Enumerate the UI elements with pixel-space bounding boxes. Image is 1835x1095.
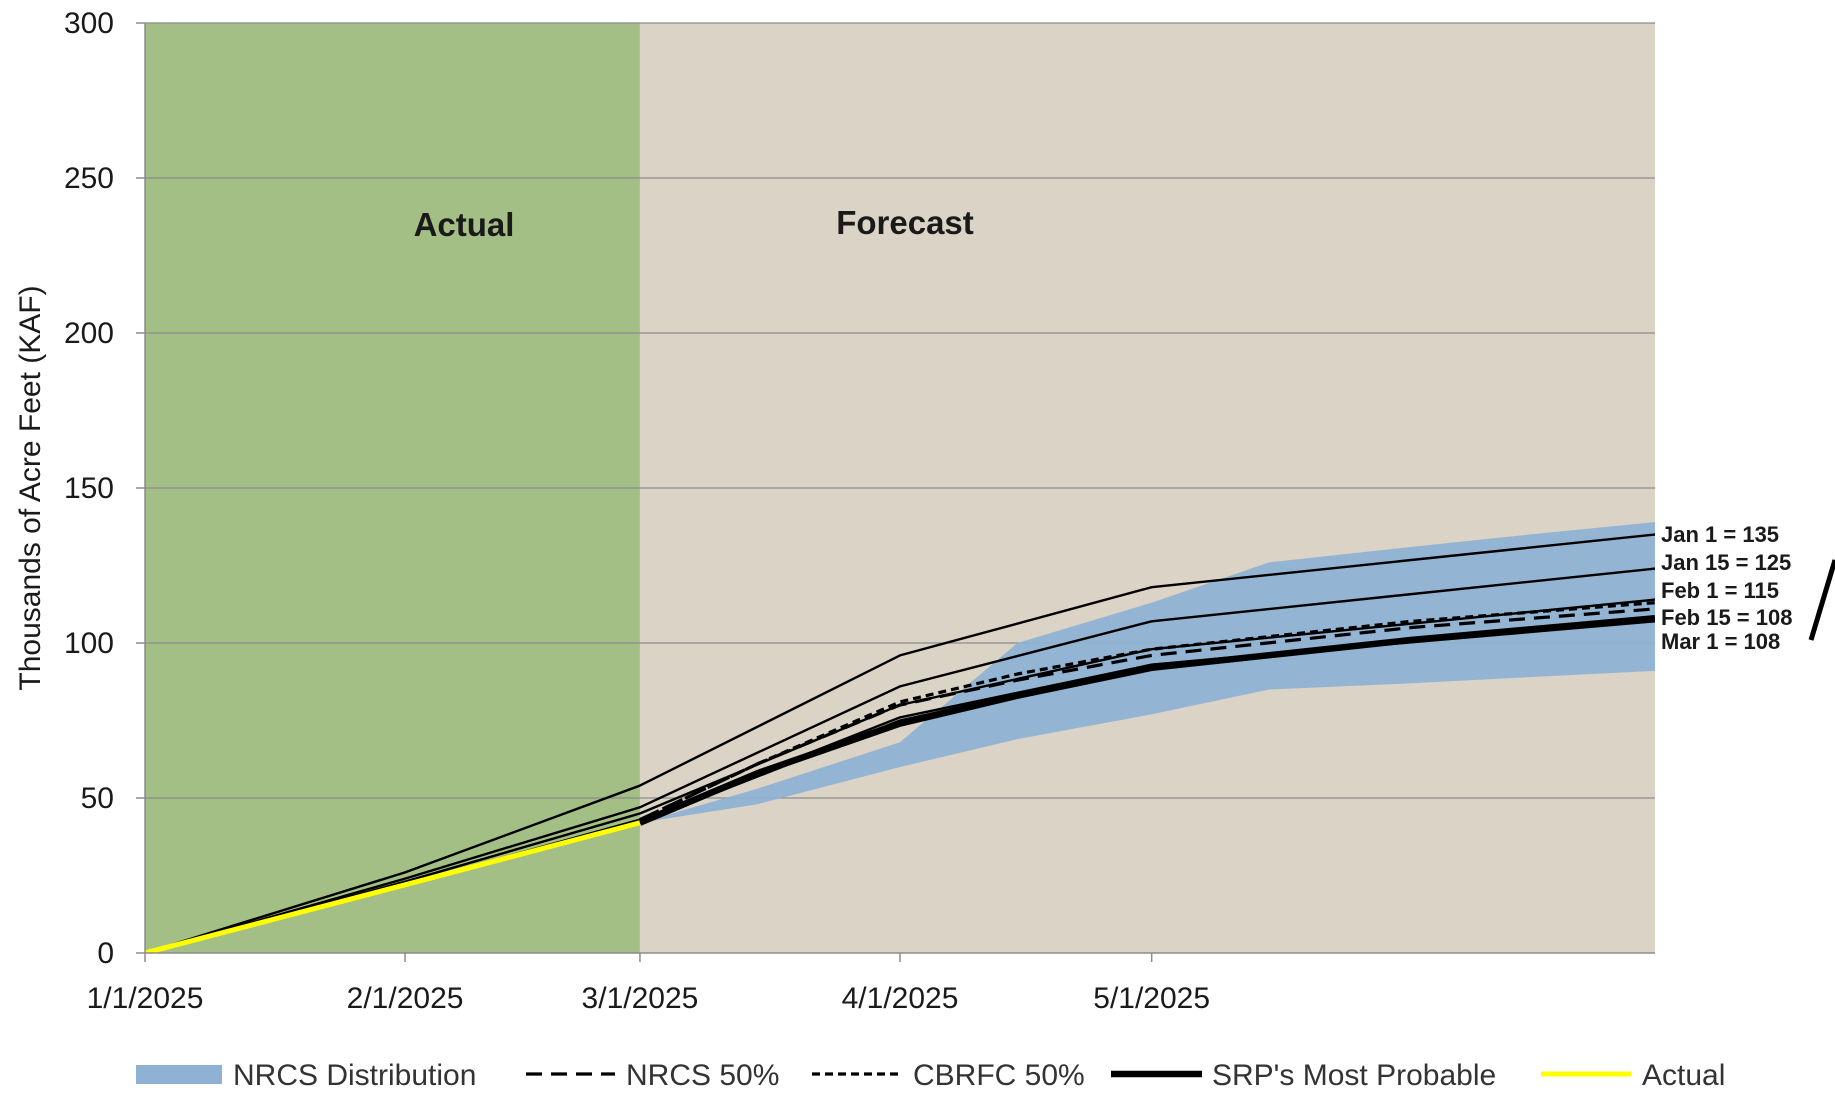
legend-swatch-nrcs-distribution <box>136 1065 222 1084</box>
axes: 0 50 100 150 200 250 300 1/1/2025 2/1/2025 3/1/20… <box>64 7 1655 1015</box>
y-tick-label-50: 50 <box>81 782 114 815</box>
y-tick-label-250: 250 <box>64 162 114 195</box>
series-cbrfc-50 <box>639 601 1655 822</box>
end-label-feb-15-108: Feb 15 = 108 <box>1661 605 1792 630</box>
band-nrcs-distribution <box>639 522 1655 823</box>
legend-label-srp-s-most-probable: SRP's Most Probable <box>1212 1059 1496 1090</box>
end-label-jan-15-125: Jan 15 = 125 <box>1661 550 1791 575</box>
x-tick-label-1-1-2025: 1/1/2025 <box>87 982 204 1015</box>
x-tick-label-4-1-2025: 4/1/2025 <box>842 982 959 1015</box>
legend-label-nrcs-distribution: NRCS Distribution <box>233 1059 476 1090</box>
annotation-forecast: Forecast <box>836 204 974 241</box>
chart-labels: Actual Forecast Jan 1 = 135 Jan 15 = 125 Feb… <box>414 204 1835 654</box>
y-axis-title: Thousands of Acre Feet (KAF) <box>14 285 47 690</box>
y-tick-label-300: 300 <box>64 7 114 40</box>
end-label-feb-1-115: Feb 1 = 115 <box>1661 578 1779 603</box>
y-tick-label-0: 0 <box>97 937 114 970</box>
x-tick-label-5-1-2025: 5/1/2025 <box>1093 982 1210 1015</box>
y-tick-label-150: 150 <box>64 472 114 505</box>
legend-label-nrcs-50: NRCS 50% <box>626 1059 779 1090</box>
line-jan-15-125 <box>145 567 1655 953</box>
y-tick-label-200: 200 <box>64 317 114 350</box>
annotation-actual: Actual <box>414 206 515 243</box>
legend: NRCS Distribution NRCS 50% CBRFC 50% SRP's … <box>136 1059 1725 1092</box>
line-jan-1-135 <box>145 533 1655 953</box>
end-label-jan-1-135: Jan 1 = 135 <box>1661 522 1779 547</box>
series-lines <box>145 601 1655 953</box>
leader-line <box>1808 559 1835 641</box>
distribution-band <box>639 522 1655 823</box>
series-actual <box>145 820 641 953</box>
y-tick-label-100: 100 <box>64 627 114 660</box>
legend-label-actual: Actual <box>1642 1059 1725 1090</box>
legend-label-cbrfc-50: CBRFC 50% <box>913 1059 1085 1090</box>
end-label-mar-1-108: Mar 1 = 108 <box>1661 629 1780 654</box>
x-tick-label-3-1-2025: 3/1/2025 <box>582 982 699 1015</box>
series-srp-s-most-probable <box>638 614 1655 826</box>
gridlines <box>145 22 1655 799</box>
x-tick-label-2-1-2025: 2/1/2025 <box>347 982 464 1015</box>
